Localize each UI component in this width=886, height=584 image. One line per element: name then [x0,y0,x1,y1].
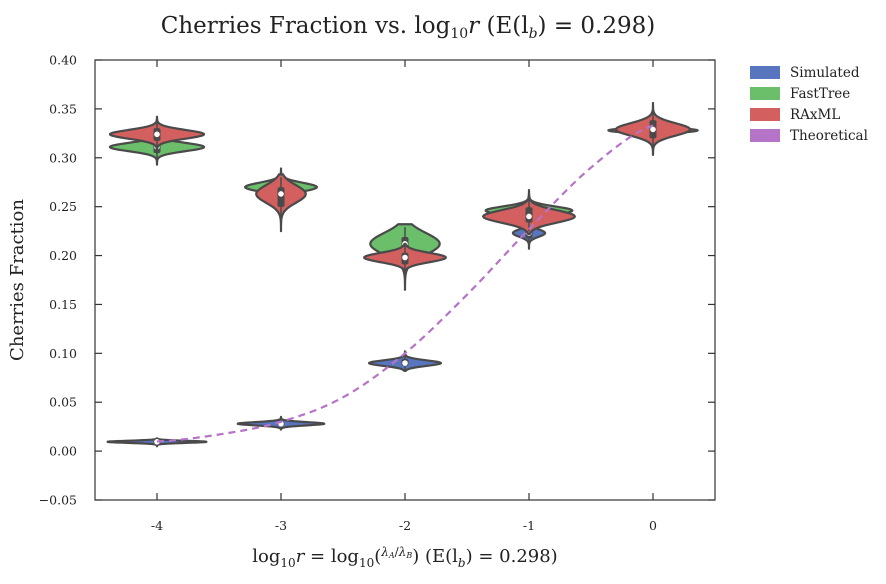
legend-swatch-theoretical [750,129,780,142]
x-axis: -4 -3 -2 -1 0 [151,60,657,533]
x-tick-label: -3 [275,518,287,533]
violin-median-point [402,254,408,261]
y-tick-label: 0.10 [49,346,77,361]
y-axis-title: Cherries Fraction [7,199,28,361]
theoretical-curve [156,124,654,443]
y-tick-label: 0.30 [49,150,77,165]
y-tick-label: 0.35 [49,101,77,116]
violin-median-point [154,131,160,138]
y-tick-label: 0.15 [49,297,77,312]
y-tick-label: 0.00 [49,444,77,459]
legend-label-theoretical: Theoretical [790,128,868,144]
x-tick-label: -1 [523,518,535,533]
y-tick-label: 0.20 [49,248,77,263]
legend-label-simulated: Simulated [790,65,860,81]
violin-simulated-neg3 [236,415,326,431]
violin-median-point [278,191,284,197]
violin-raxml-neg4 [108,115,206,154]
legend: Simulated FastTree RAxML Theoretical [750,65,868,144]
violin-raxml-neg1 [482,188,576,236]
violin-median-point [650,126,656,133]
x-tick-label: 0 [649,518,657,533]
violin-simulated-neg2 [367,350,443,373]
y-tick-label: −0.05 [39,493,77,508]
legend-label-raxml: RAxML [790,107,840,123]
x-tick-label: -4 [151,518,163,533]
y-tick-label: 0.05 [49,395,77,410]
y-tick-label: 0.25 [49,199,77,214]
violin-raxml-neg3 [255,173,307,233]
violin-raxml-neg2 [363,242,447,279]
legend-swatch-fasttree [750,87,780,100]
violin-simulated-neg4 [106,437,208,448]
y-tick-label: 0.40 [49,53,77,68]
violin-median-point [402,360,408,366]
x-axis-title: log10r = log10(λA/λB) (E(lb) = 0.298) [252,545,557,570]
x-tick-label: -2 [399,518,411,533]
violin-median-point [526,213,532,220]
plot-area [94,59,716,501]
y-axis: −0.05 0.00 0.05 0.10 0.15 0.20 0.25 0.30 0.35 0.4… [39,53,715,508]
legend-swatch-raxml [750,108,780,121]
violin-raxml-0 [614,101,692,156]
chart-title: Cherries Fraction vs. log10r (E(lb) = 0.… [161,13,655,42]
legend-label-fasttree: FastTree [790,86,850,102]
legend-swatch-simulated [750,66,780,79]
